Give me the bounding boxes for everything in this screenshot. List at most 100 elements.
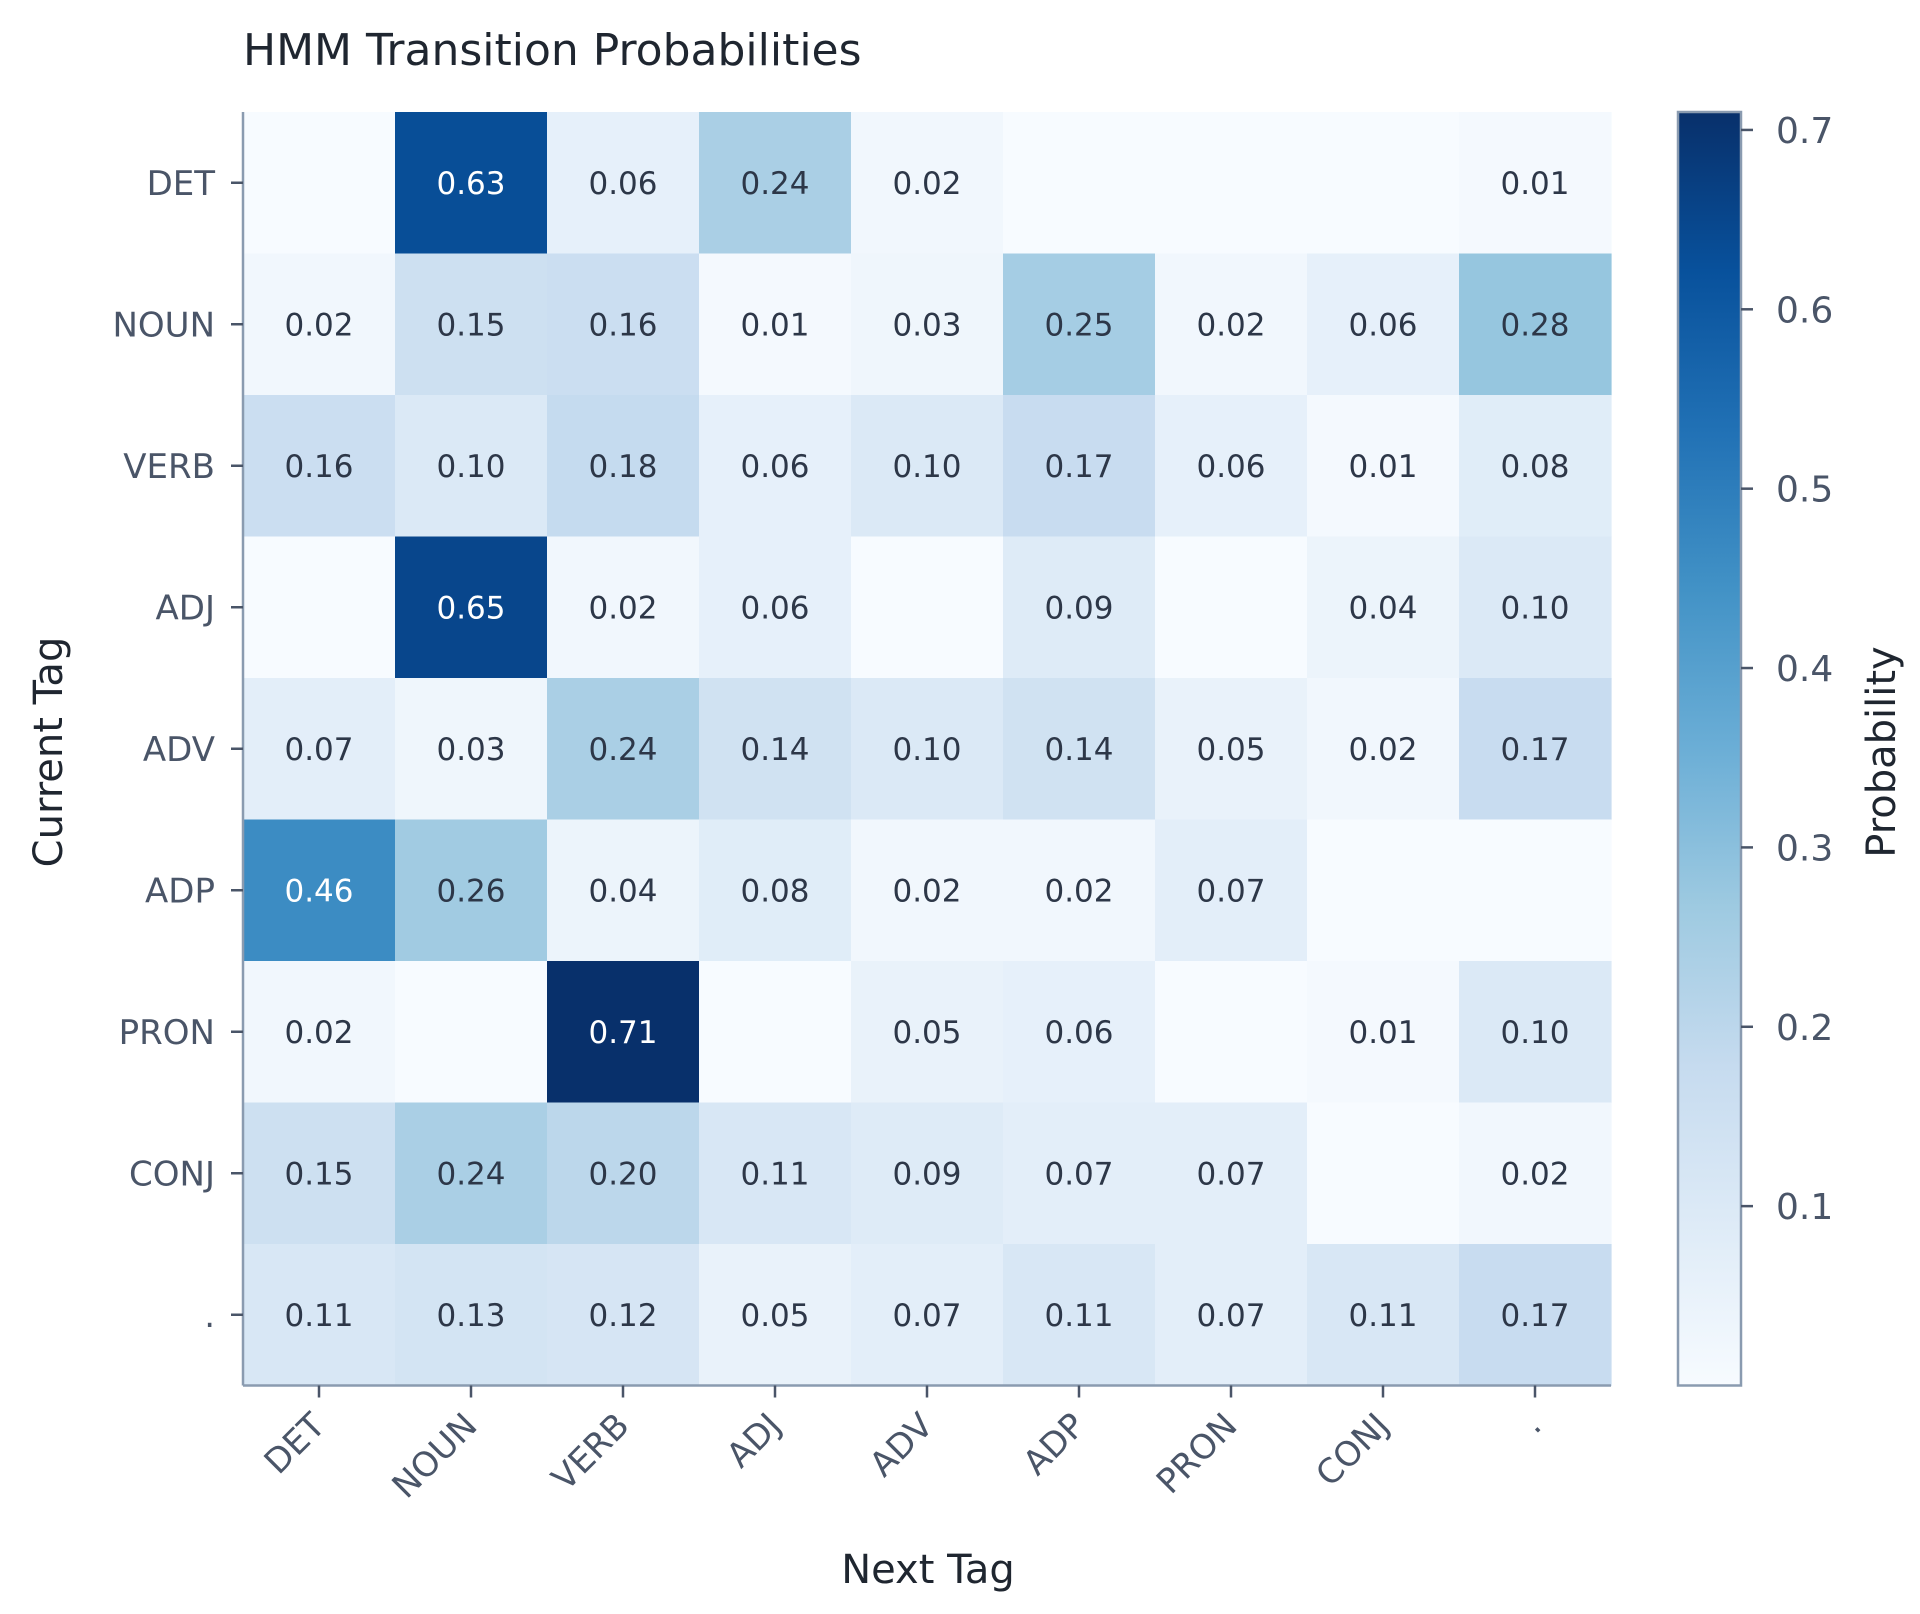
heatmap-cell-0-4 bbox=[851, 112, 1004, 255]
heatmap-cell-3-4 bbox=[851, 536, 1004, 679]
heatmap-cell-0-7 bbox=[1307, 112, 1460, 255]
colorbar-tick-label: 0.2 bbox=[1776, 1008, 1833, 1049]
cell-value-label: 0.06 bbox=[1348, 307, 1417, 343]
cell-value-label: 0.08 bbox=[740, 873, 809, 909]
cell-value-label: 0.71 bbox=[588, 1015, 657, 1051]
cell-value-label: 0.02 bbox=[284, 307, 353, 343]
heatmap-cells bbox=[243, 112, 1612, 1387]
heatmap-cell-6-2 bbox=[547, 961, 700, 1104]
cell-value-label: 0.03 bbox=[436, 732, 505, 768]
heatmap-cell-4-5 bbox=[1003, 678, 1156, 821]
colorbar-label: Probability bbox=[1859, 646, 1905, 857]
cell-value-label: 0.01 bbox=[1348, 449, 1417, 485]
heatmap-cell-1-5 bbox=[1003, 253, 1156, 396]
cell-value-label: 0.16 bbox=[588, 307, 657, 343]
cell-value-label: 0.07 bbox=[1196, 1156, 1265, 1192]
heatmap-cell-8-1 bbox=[395, 1244, 548, 1387]
heatmap-cell-6-5 bbox=[1003, 961, 1156, 1104]
heatmap-cell-1-8 bbox=[1459, 253, 1612, 396]
heatmap-cell-4-4 bbox=[851, 678, 1004, 821]
heatmap-cell-4-8 bbox=[1459, 678, 1612, 821]
cell-value-label: 0.10 bbox=[1500, 1015, 1569, 1051]
heatmap-cell-7-1 bbox=[395, 1102, 548, 1245]
y-axis-ticks: DET NOUN VERB ADJ ADV ADP PRON CONJ. bbox=[112, 164, 243, 1336]
x-tick-label: PRON bbox=[1149, 1406, 1245, 1502]
cell-value-label: 0.04 bbox=[1348, 590, 1417, 626]
heatmap-cell-7-2 bbox=[547, 1102, 700, 1245]
cell-value-label: 0.02 bbox=[1044, 873, 1113, 909]
cell-value-label: 0.11 bbox=[1044, 1298, 1113, 1334]
heatmap-cell-8-7 bbox=[1307, 1244, 1460, 1387]
y-tick-label: ADJ bbox=[156, 588, 215, 628]
heatmap-cell-5-6 bbox=[1155, 819, 1308, 962]
heatmap-cell-2-6 bbox=[1155, 395, 1308, 538]
heatmap-cell-2-8 bbox=[1459, 395, 1612, 538]
x-tick-label: . bbox=[1513, 1406, 1549, 1442]
heatmap-cell-6-4 bbox=[851, 961, 1004, 1104]
cell-value-label: 0.02 bbox=[1196, 307, 1265, 343]
y-tick-label: VERB bbox=[123, 447, 215, 487]
cell-value-label: 0.02 bbox=[1348, 732, 1417, 768]
cell-value-label: 0.02 bbox=[1500, 1156, 1569, 1192]
cell-value-label: 0.14 bbox=[740, 732, 809, 768]
heatmap-cell-1-3 bbox=[699, 253, 852, 396]
cell-value-label: 0.65 bbox=[436, 590, 505, 626]
cell-value-label: 0.07 bbox=[1196, 873, 1265, 909]
x-tick-label: CONJ bbox=[1308, 1406, 1397, 1495]
heatmap-cell-7-3 bbox=[699, 1102, 852, 1245]
heatmap-cell-6-0 bbox=[243, 961, 396, 1104]
cell-value-label: 0.10 bbox=[436, 449, 505, 485]
cell-value-label: 0.10 bbox=[892, 732, 961, 768]
cell-value-label: 0.11 bbox=[1348, 1298, 1417, 1334]
cell-value-label: 0.15 bbox=[284, 1156, 353, 1192]
heatmap-cell-2-1 bbox=[395, 395, 548, 538]
heatmap-cell-2-3 bbox=[699, 395, 852, 538]
heatmap-cell-5-4 bbox=[851, 819, 1004, 962]
cell-value-label: 0.03 bbox=[892, 307, 961, 343]
heatmap-cell-6-3 bbox=[699, 961, 852, 1104]
heatmap-cell-labels: 0.63 0.06 0.24 0.02 0.01 0.02 0.15 0.16 0.01 0.03… bbox=[284, 166, 1569, 1334]
y-tick-label: ADP bbox=[145, 871, 215, 911]
x-axis-ticks: DET NOUN VERB ADJ ADV ADP PRON CONJ. bbox=[257, 1385, 1549, 1507]
cell-value-label: 0.04 bbox=[588, 873, 657, 909]
colorbar-tick-label: 0.1 bbox=[1776, 1187, 1833, 1228]
heatmap-cell-0-2 bbox=[547, 112, 700, 255]
colorbar-tick-label: 0.6 bbox=[1776, 290, 1833, 331]
heatmap-cell-8-4 bbox=[851, 1244, 1004, 1387]
heatmap-cell-7-0 bbox=[243, 1102, 396, 1245]
cell-value-label: 0.63 bbox=[436, 166, 505, 202]
cell-value-label: 0.05 bbox=[1196, 732, 1265, 768]
heatmap-cell-5-2 bbox=[547, 819, 700, 962]
cell-value-label: 0.17 bbox=[1044, 449, 1113, 485]
heatmap-cell-4-2 bbox=[547, 678, 700, 821]
cell-value-label: 0.01 bbox=[1500, 166, 1569, 202]
cell-value-label: 0.28 bbox=[1500, 307, 1569, 343]
heatmap-cell-0-6 bbox=[1155, 112, 1308, 255]
heatmap-cell-5-1 bbox=[395, 819, 548, 962]
heatmap-cell-3-3 bbox=[699, 536, 852, 679]
y-tick-label: ADV bbox=[143, 730, 215, 770]
colorbar-tick-label: 0.4 bbox=[1776, 649, 1833, 690]
x-tick-label: NOUN bbox=[385, 1406, 486, 1507]
cell-value-label: 0.07 bbox=[1044, 1156, 1113, 1192]
cell-value-label: 0.24 bbox=[588, 732, 657, 768]
cell-value-label: 0.17 bbox=[1500, 732, 1569, 768]
heatmap-cell-7-4 bbox=[851, 1102, 1004, 1245]
y-tick-label: CONJ bbox=[129, 1154, 215, 1194]
heatmap-cell-2-4 bbox=[851, 395, 1004, 538]
heatmap-cell-1-1 bbox=[395, 253, 548, 396]
x-tick-label: ADV bbox=[862, 1406, 941, 1485]
heatmap-cell-1-0 bbox=[243, 253, 396, 396]
heatmap-cell-4-7 bbox=[1307, 678, 1460, 821]
heatmap-cell-4-6 bbox=[1155, 678, 1308, 821]
cell-value-label: 0.09 bbox=[1044, 590, 1113, 626]
heatmap-cell-3-1 bbox=[395, 536, 548, 679]
y-tick-label: DET bbox=[147, 164, 216, 204]
heatmap-cell-0-8 bbox=[1459, 112, 1612, 255]
heatmap-cell-8-5 bbox=[1003, 1244, 1156, 1387]
y-tick-label: PRON bbox=[119, 1013, 215, 1053]
cell-value-label: 0.10 bbox=[1500, 590, 1569, 626]
cell-value-label: 0.24 bbox=[436, 1156, 505, 1192]
